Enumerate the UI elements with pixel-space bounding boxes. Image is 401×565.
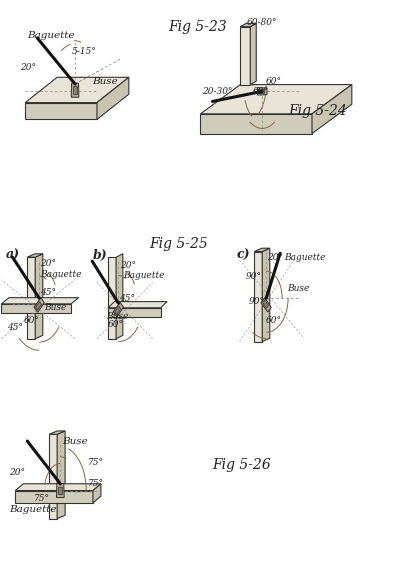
Text: Baguette: Baguette bbox=[284, 253, 326, 262]
Polygon shape bbox=[57, 431, 65, 519]
Polygon shape bbox=[36, 302, 42, 310]
Polygon shape bbox=[25, 103, 97, 119]
Polygon shape bbox=[1, 304, 71, 314]
Text: c): c) bbox=[236, 249, 250, 262]
Text: b): b) bbox=[93, 249, 107, 262]
Polygon shape bbox=[73, 86, 77, 94]
Text: Baguette: Baguette bbox=[27, 31, 75, 40]
Text: Fig 5-24: Fig 5-24 bbox=[288, 104, 347, 118]
Polygon shape bbox=[58, 486, 63, 494]
Polygon shape bbox=[116, 254, 123, 339]
Text: Baguette: Baguette bbox=[9, 505, 57, 514]
Text: Fig 5-25: Fig 5-25 bbox=[149, 237, 207, 251]
Text: Buse: Buse bbox=[287, 284, 310, 293]
Polygon shape bbox=[108, 308, 161, 318]
Text: 75°: 75° bbox=[34, 494, 50, 503]
Polygon shape bbox=[263, 300, 269, 308]
Text: Buse: Buse bbox=[62, 437, 88, 446]
Text: 90°: 90° bbox=[245, 272, 261, 281]
Text: 60°: 60° bbox=[23, 316, 39, 325]
Polygon shape bbox=[49, 431, 65, 434]
Text: 20°: 20° bbox=[267, 253, 284, 262]
Text: a): a) bbox=[5, 249, 19, 262]
Polygon shape bbox=[35, 254, 43, 339]
Polygon shape bbox=[200, 114, 312, 133]
Polygon shape bbox=[254, 251, 262, 341]
Polygon shape bbox=[71, 83, 79, 97]
Polygon shape bbox=[257, 88, 267, 95]
Text: 20°: 20° bbox=[9, 468, 25, 477]
Text: 75°: 75° bbox=[88, 479, 104, 488]
Polygon shape bbox=[27, 254, 43, 257]
Text: 20-30°: 20-30° bbox=[203, 87, 233, 96]
Polygon shape bbox=[254, 248, 270, 251]
Polygon shape bbox=[25, 77, 129, 103]
Text: 60°: 60° bbox=[108, 320, 124, 329]
Polygon shape bbox=[93, 484, 101, 503]
Polygon shape bbox=[97, 77, 129, 119]
Polygon shape bbox=[200, 85, 352, 114]
Text: 60°: 60° bbox=[266, 77, 282, 86]
Polygon shape bbox=[27, 257, 35, 339]
Polygon shape bbox=[108, 257, 116, 339]
Text: 20°: 20° bbox=[20, 63, 36, 72]
Text: 90°: 90° bbox=[248, 297, 264, 306]
Text: 20°: 20° bbox=[41, 259, 57, 268]
Polygon shape bbox=[57, 484, 64, 498]
Text: 20°: 20° bbox=[120, 261, 136, 270]
Polygon shape bbox=[250, 23, 256, 85]
Text: 60°: 60° bbox=[266, 316, 282, 325]
Polygon shape bbox=[1, 298, 79, 304]
Text: 5-15°: 5-15° bbox=[72, 47, 97, 56]
Text: 60°: 60° bbox=[252, 87, 268, 96]
Text: 45°: 45° bbox=[41, 288, 57, 297]
Polygon shape bbox=[258, 89, 264, 93]
Polygon shape bbox=[312, 85, 352, 133]
Polygon shape bbox=[34, 298, 44, 312]
Text: Fig 5-26: Fig 5-26 bbox=[213, 458, 271, 472]
Text: 60-80°: 60-80° bbox=[246, 18, 277, 27]
Polygon shape bbox=[108, 302, 167, 308]
Text: Fig 5-23: Fig 5-23 bbox=[169, 20, 227, 34]
Polygon shape bbox=[240, 27, 250, 85]
Text: Baguette: Baguette bbox=[41, 270, 82, 279]
Text: Buse: Buse bbox=[45, 303, 67, 312]
Text: 75°: 75° bbox=[88, 458, 104, 467]
Text: Baguette: Baguette bbox=[123, 271, 164, 280]
Polygon shape bbox=[262, 248, 270, 341]
Text: 45°: 45° bbox=[119, 294, 135, 303]
Polygon shape bbox=[240, 23, 256, 27]
Polygon shape bbox=[15, 484, 101, 490]
Text: 45°: 45° bbox=[7, 323, 23, 332]
Polygon shape bbox=[15, 490, 93, 503]
Polygon shape bbox=[49, 434, 57, 519]
Polygon shape bbox=[113, 302, 124, 317]
Polygon shape bbox=[261, 298, 271, 312]
Polygon shape bbox=[115, 306, 121, 315]
Text: Buse: Buse bbox=[106, 312, 128, 321]
Text: Buse: Buse bbox=[92, 77, 118, 86]
